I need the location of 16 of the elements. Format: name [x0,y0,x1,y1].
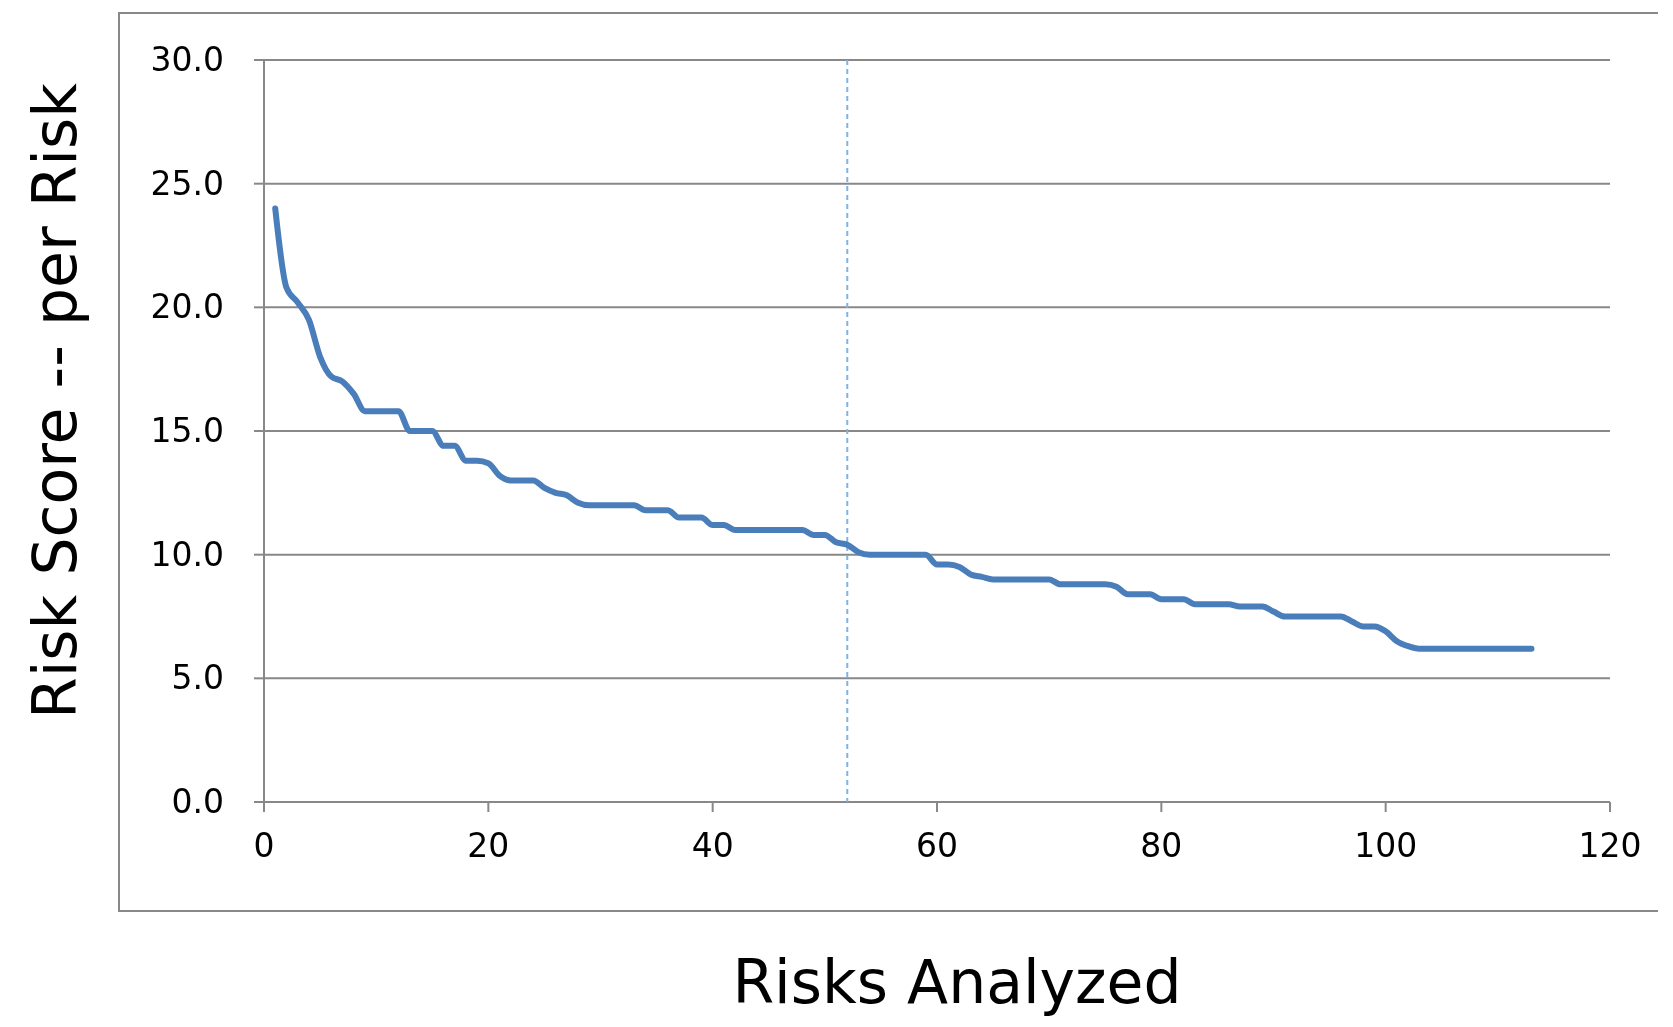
x-tick-label: 20 [467,826,510,865]
y-tick-label: 5.0 [171,658,224,698]
x-tick-label: 120 [1578,826,1642,865]
x-tick-label: 100 [1354,826,1418,865]
x-axis-title: Risks Analyzed [732,947,1182,1017]
y-tick-label: 15.0 [150,411,224,450]
y-tick-label: 0.0 [171,782,224,821]
x-tick-label: 40 [691,826,734,865]
y-tick-label: 30.0 [150,40,224,79]
x-tick-label: 60 [916,826,958,865]
y-tick-label: 20.0 [150,287,224,327]
y-axis-title: Risk Score -- per Risk [20,82,90,720]
y-tick-label: 10.0 [150,534,224,574]
x-tick-label: 80 [1140,826,1183,865]
x-tick-label: 0 [253,826,275,865]
y-tick-label: 25.0 [150,163,224,203]
